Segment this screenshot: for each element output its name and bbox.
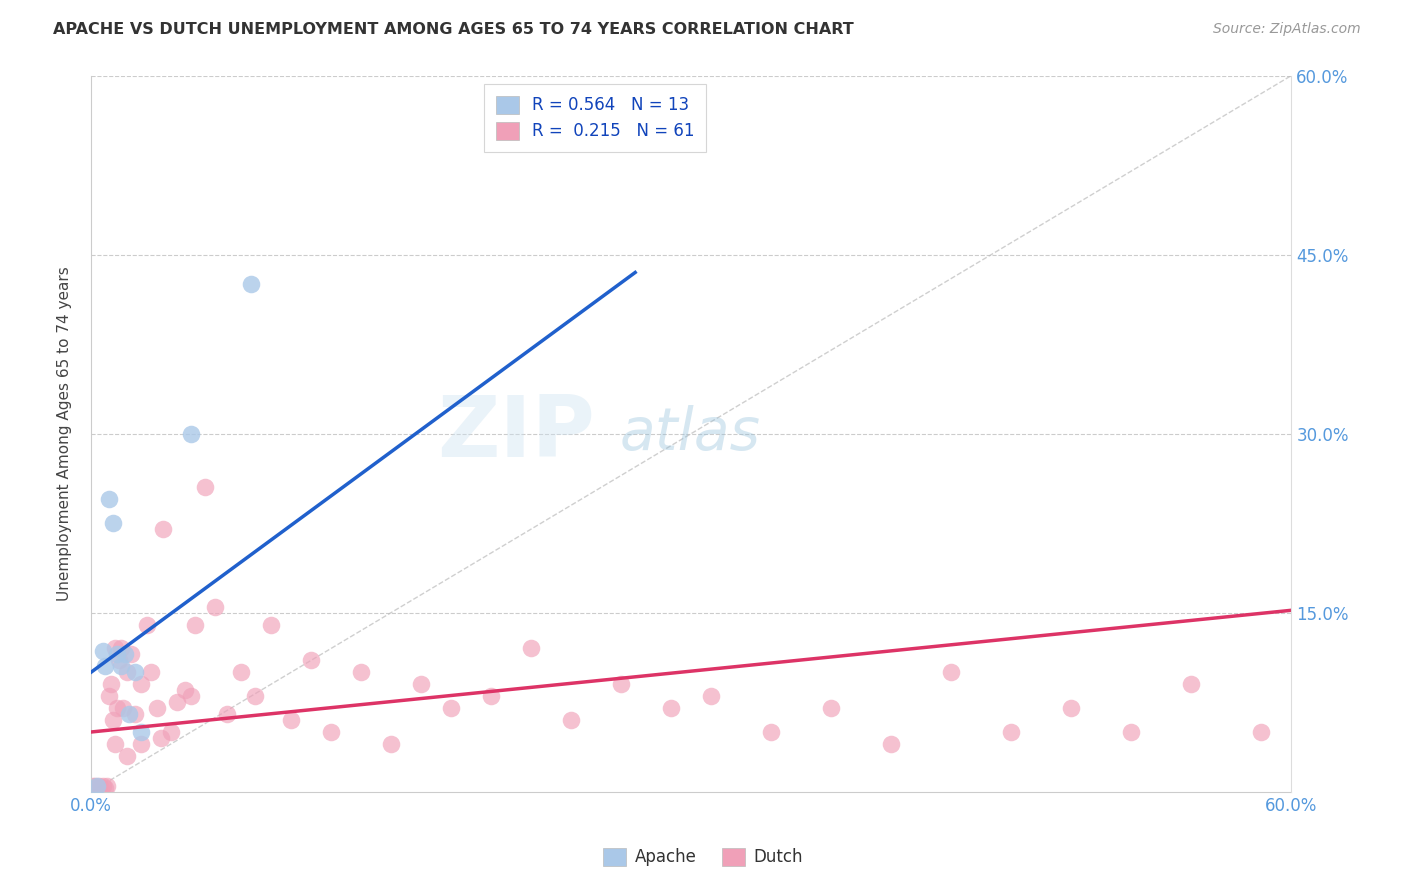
Text: ZIP: ZIP (437, 392, 595, 475)
Point (560, 713, 582, 727)
Point (820, 701, 842, 715)
Point (1250, 725, 1272, 739)
Point (115, 665, 138, 680)
Point (152, 522, 174, 536)
Legend: R = 0.564   N = 13, R =  0.215   N = 61: R = 0.564 N = 13, R = 0.215 N = 61 (484, 84, 706, 152)
Point (97, 690, 120, 704)
Point (94, 659, 117, 673)
Point (204, 599, 226, 614)
Point (174, 683, 197, 698)
Point (243, 690, 266, 704)
Point (229, 665, 252, 680)
Point (104, 737, 127, 751)
Point (97, 492, 120, 507)
Point (91, 644, 114, 658)
Point (86, 779, 108, 793)
Point (96, 779, 118, 793)
Point (180, 426, 202, 441)
Point (700, 690, 723, 704)
Point (111, 701, 134, 715)
Point (184, 617, 207, 632)
Y-axis label: Unemployment Among Ages 65 to 74 years: Unemployment Among Ages 65 to 74 years (58, 266, 72, 601)
Point (659, 701, 682, 715)
Point (90, 781, 112, 796)
Text: APACHE VS DUTCH UNEMPLOYMENT AMONG AGES 65 TO 74 YEARS CORRELATION CHART: APACHE VS DUTCH UNEMPLOYMENT AMONG AGES … (53, 22, 855, 37)
Point (479, 690, 502, 704)
Text: Source: ZipAtlas.com: Source: ZipAtlas.com (1213, 22, 1361, 37)
Point (115, 748, 138, 763)
Point (1180, 677, 1202, 691)
Point (194, 480, 217, 494)
Point (215, 707, 238, 722)
Point (280, 713, 302, 727)
Point (136, 617, 159, 632)
Point (160, 725, 183, 739)
Point (761, 725, 783, 739)
Point (319, 725, 342, 739)
Point (880, 737, 903, 751)
Point (129, 737, 152, 751)
Point (129, 677, 152, 691)
Point (941, 665, 963, 680)
Point (146, 701, 169, 715)
Point (120, 648, 142, 662)
Legend: Apache, Dutch: Apache, Dutch (596, 841, 810, 873)
Point (110, 641, 132, 656)
Point (86, 781, 108, 796)
Point (114, 648, 136, 662)
Point (610, 677, 633, 691)
Point (440, 701, 463, 715)
Point (149, 731, 172, 745)
Point (129, 725, 152, 739)
Point (1060, 701, 1083, 715)
Point (520, 641, 543, 656)
Text: atlas: atlas (619, 405, 761, 462)
Point (350, 665, 373, 680)
Point (110, 659, 132, 673)
Point (91, 779, 114, 793)
Point (101, 713, 124, 727)
Point (118, 707, 141, 722)
Point (409, 677, 432, 691)
Point (108, 653, 131, 667)
Point (101, 516, 124, 530)
Point (180, 690, 202, 704)
Point (1121, 725, 1143, 739)
Point (100, 677, 122, 691)
Point (166, 695, 188, 709)
Point (105, 701, 128, 715)
Point (1000, 725, 1022, 739)
Point (87, 779, 110, 793)
Point (139, 665, 162, 680)
Point (105, 648, 128, 662)
Point (82, 779, 104, 793)
Point (240, 277, 263, 292)
Point (260, 617, 283, 632)
Point (299, 653, 322, 667)
Point (124, 707, 146, 722)
Point (380, 737, 402, 751)
Point (94, 781, 117, 796)
Point (104, 641, 127, 656)
Point (124, 665, 146, 680)
Point (84, 779, 107, 793)
